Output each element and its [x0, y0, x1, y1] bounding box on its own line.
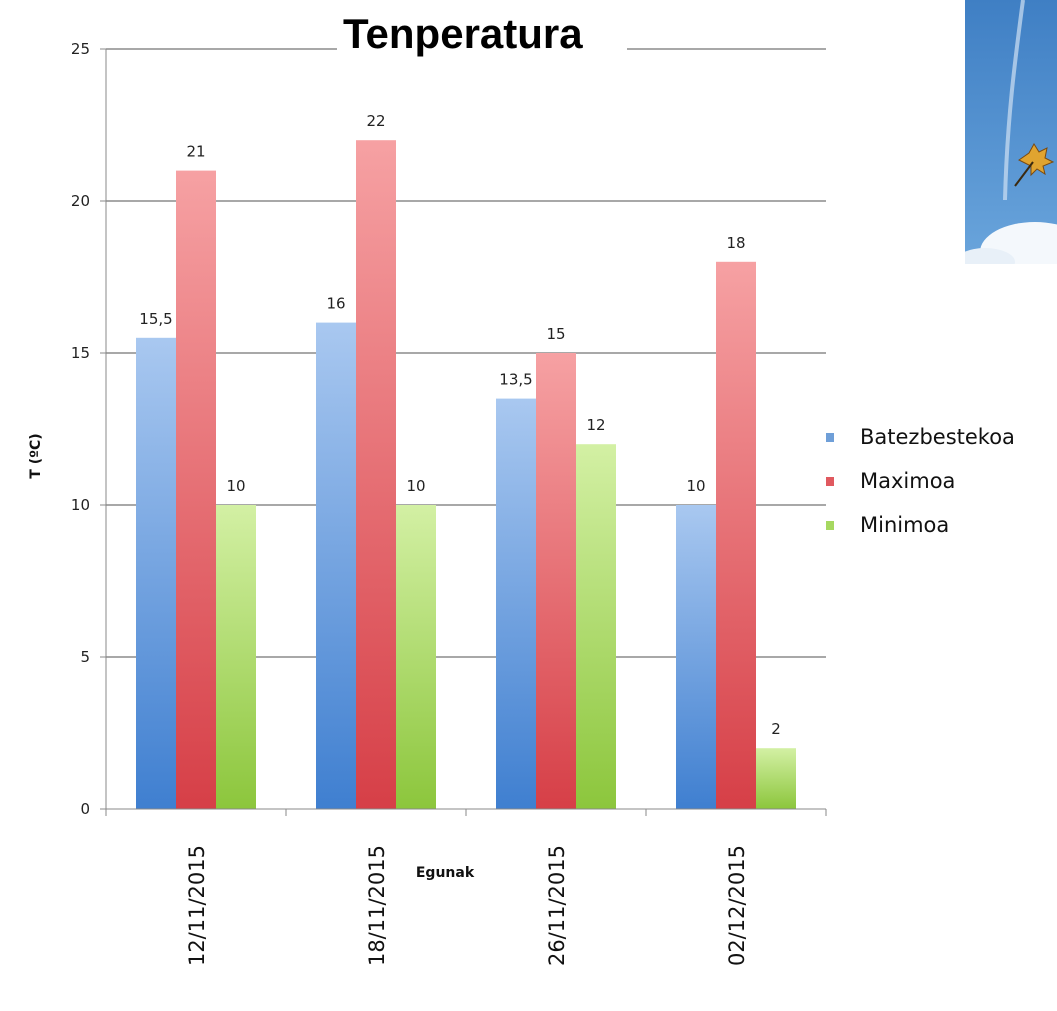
data-label: 16	[326, 295, 345, 313]
x-tick-label: 02/12/2015	[725, 845, 749, 966]
title-background	[337, 8, 627, 60]
legend-swatch	[826, 476, 834, 486]
bar-minimoa	[216, 505, 256, 809]
chart-title: Tenperatura	[343, 10, 583, 57]
data-label: 10	[686, 477, 705, 495]
y-tick-label: 15	[71, 344, 90, 362]
legend-swatch	[826, 432, 834, 442]
legend-item-maximoa: Maximoa	[826, 459, 1015, 503]
data-label: 2	[771, 720, 781, 738]
x-tick-label: 26/11/2015	[545, 845, 569, 966]
bar-minimoa	[396, 505, 436, 809]
y-tick-label: 10	[71, 496, 90, 514]
data-label: 10	[406, 477, 425, 495]
y-tick-label: 25	[71, 40, 90, 58]
data-label: 15,5	[139, 310, 172, 328]
data-label: 10	[226, 477, 245, 495]
y-tick-label: 5	[80, 648, 90, 666]
legend-swatch	[826, 520, 834, 530]
x-tick-label: 18/11/2015	[365, 845, 389, 966]
data-label: 21	[186, 143, 205, 161]
data-label: 15	[546, 325, 565, 343]
bar-batezbestekoa	[676, 505, 716, 809]
data-label: 22	[366, 112, 385, 130]
bar-maximoa	[356, 140, 396, 809]
legend-label: Batezbestekoa	[860, 425, 1015, 449]
data-label: 12	[586, 416, 605, 434]
bar-minimoa	[756, 748, 796, 809]
bar-batezbestekoa	[316, 322, 356, 809]
bar-minimoa	[576, 444, 616, 809]
y-axis-label: T (ºC)	[28, 433, 44, 478]
legend-item-batezbestekoa: Batezbestekoa	[826, 415, 1015, 459]
bar-maximoa	[536, 353, 576, 809]
y-tick-label: 0	[80, 800, 90, 818]
x-axis-label: Egunak	[416, 865, 475, 881]
bar-batezbestekoa	[136, 337, 176, 809]
bar-batezbestekoa	[496, 398, 536, 809]
y-tick-label: 20	[71, 192, 90, 210]
x-tick-label: 12/11/2015	[185, 845, 209, 966]
legend-label: Maximoa	[860, 469, 956, 493]
autumn-leaf-sky-photo	[965, 0, 1057, 264]
data-label: 18	[726, 234, 745, 252]
legend: Batezbestekoa Maximoa Minimoa	[826, 415, 1015, 547]
bar-maximoa	[716, 261, 756, 809]
legend-label: Minimoa	[860, 513, 950, 537]
legend-item-minimoa: Minimoa	[826, 503, 1015, 547]
bar-maximoa	[176, 170, 216, 810]
data-label: 13,5	[499, 371, 532, 389]
